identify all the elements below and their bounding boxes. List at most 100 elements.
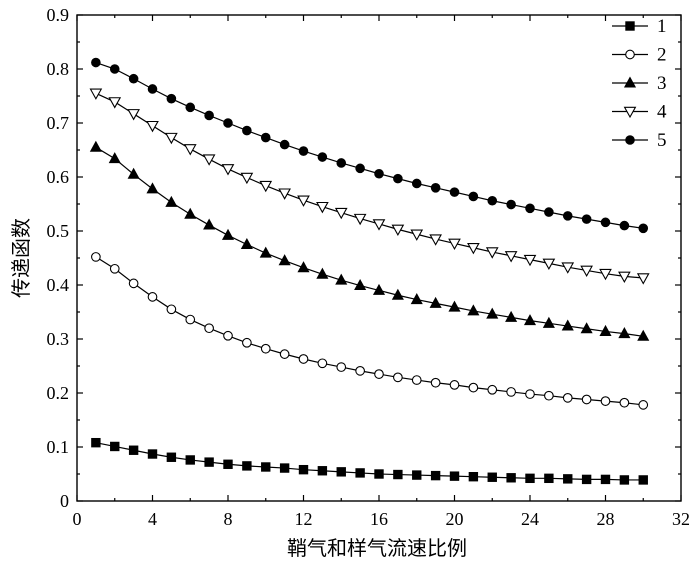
data-point xyxy=(166,452,177,462)
data-point xyxy=(185,455,195,465)
data-point xyxy=(411,375,422,385)
data-point xyxy=(261,462,271,472)
data-point xyxy=(600,217,611,228)
data-point xyxy=(110,441,120,452)
data-point xyxy=(298,354,309,364)
data-point xyxy=(619,220,630,231)
data-point xyxy=(317,466,328,476)
legend-marker xyxy=(625,135,635,145)
data-point xyxy=(468,472,479,482)
data-point xyxy=(297,261,310,273)
data-point xyxy=(166,93,177,104)
data-point xyxy=(638,400,649,410)
data-point xyxy=(91,57,101,68)
data-point xyxy=(147,84,158,94)
data-point xyxy=(165,132,178,145)
data-point xyxy=(242,461,252,471)
data-point xyxy=(355,163,365,174)
data-point xyxy=(354,278,367,291)
data-point xyxy=(204,323,214,334)
data-point xyxy=(638,223,649,234)
series-line-1 xyxy=(95,442,644,481)
legend-label: 1 xyxy=(657,16,667,37)
data-point xyxy=(89,140,102,152)
axes: 0 4 8 12 16 20 24 28 3200.10.20.30.40.50.60.70.8… xyxy=(47,5,691,529)
data-point xyxy=(127,167,140,179)
data-point xyxy=(278,188,291,200)
y-tick-label: 0.6 xyxy=(47,167,70,187)
series-3 xyxy=(89,140,650,341)
data-point xyxy=(259,180,273,193)
x-tick-label: 28 xyxy=(597,509,615,529)
data-point xyxy=(317,358,328,369)
data-point xyxy=(544,207,554,217)
data-point xyxy=(487,384,498,395)
data-point xyxy=(204,110,214,121)
data-point xyxy=(128,73,139,84)
legend: 1 2 3 4 5 xyxy=(612,16,667,151)
data-point xyxy=(260,343,271,354)
data-point xyxy=(485,247,499,259)
data-point xyxy=(410,293,423,305)
y-tick-label: 0.1 xyxy=(47,437,70,457)
data-point xyxy=(183,144,197,156)
data-point xyxy=(316,267,329,279)
y-tick-label: 0 xyxy=(60,491,69,511)
plot-frame xyxy=(76,14,682,502)
data-point xyxy=(542,258,556,271)
data-point xyxy=(108,97,122,109)
data-point xyxy=(544,390,554,401)
data-point xyxy=(393,372,403,383)
data-point xyxy=(467,304,480,316)
y-tick-label: 0.2 xyxy=(47,383,70,403)
data-point xyxy=(636,273,650,285)
data-point xyxy=(203,218,216,230)
data-point xyxy=(563,474,573,484)
data-point xyxy=(221,164,235,176)
data-point xyxy=(562,393,573,403)
data-point xyxy=(580,322,593,334)
x-axis-title: 鞘气和样气流速比例 xyxy=(287,537,467,560)
data-point xyxy=(336,362,347,372)
data-point xyxy=(374,469,384,479)
data-point xyxy=(335,273,348,285)
data-point xyxy=(202,154,216,166)
data-point xyxy=(334,207,348,220)
y-tick-label: 0.3 xyxy=(47,329,70,349)
data-point xyxy=(599,268,612,281)
data-point xyxy=(316,201,329,214)
x-tick-label: 16 xyxy=(370,509,388,529)
y-tick-label: 0.4 xyxy=(47,275,70,295)
data-point xyxy=(430,183,441,193)
data-point xyxy=(619,397,630,408)
series-5 xyxy=(91,57,649,234)
legend-marker xyxy=(623,76,637,88)
legend-marker xyxy=(625,49,635,60)
data-point xyxy=(91,437,101,448)
data-point xyxy=(297,195,310,207)
data-point xyxy=(391,288,404,300)
data-point xyxy=(638,475,648,485)
data-point xyxy=(448,238,461,251)
data-point xyxy=(355,468,365,478)
legend-item-1: 1 xyxy=(612,16,667,37)
legend-item-3: 3 xyxy=(612,73,667,94)
data-point xyxy=(468,382,479,393)
data-point xyxy=(166,304,177,315)
series-2 xyxy=(91,252,649,410)
data-point xyxy=(240,237,253,249)
data-point xyxy=(449,187,460,197)
data-point xyxy=(619,475,630,485)
data-point xyxy=(581,214,592,224)
x-tick-label: 8 xyxy=(224,509,233,529)
data-point xyxy=(147,449,158,459)
data-point xyxy=(562,211,573,221)
data-point xyxy=(599,324,612,336)
data-point xyxy=(505,310,518,322)
data-point xyxy=(147,292,158,302)
data-point xyxy=(278,254,291,266)
data-point xyxy=(412,470,422,480)
x-tick-label: 20 xyxy=(446,509,464,529)
